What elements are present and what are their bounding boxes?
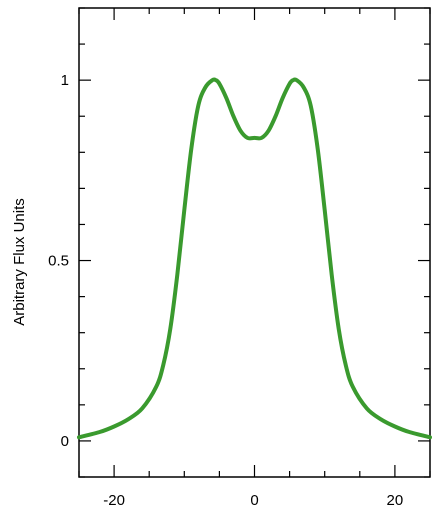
series-line [77, 77, 432, 440]
y-tick-label: 0.5 [48, 253, 69, 270]
y-tick-label: 0 [61, 433, 69, 450]
axis-ticks [78, 7, 431, 478]
plot-border [78, 7, 431, 478]
x-tick-label: 0 [250, 492, 258, 509]
plot-frame [78, 7, 431, 478]
y-tick-label: 1 [61, 72, 69, 89]
x-tick-label: 20 [387, 492, 404, 509]
y-axis-label: Arbitrary Flux Units [11, 198, 28, 326]
tick-labels: -20 0 20 0 0.5 1 [48, 72, 403, 509]
x-tick-label: -20 [103, 492, 125, 509]
series-layer [77, 77, 432, 440]
